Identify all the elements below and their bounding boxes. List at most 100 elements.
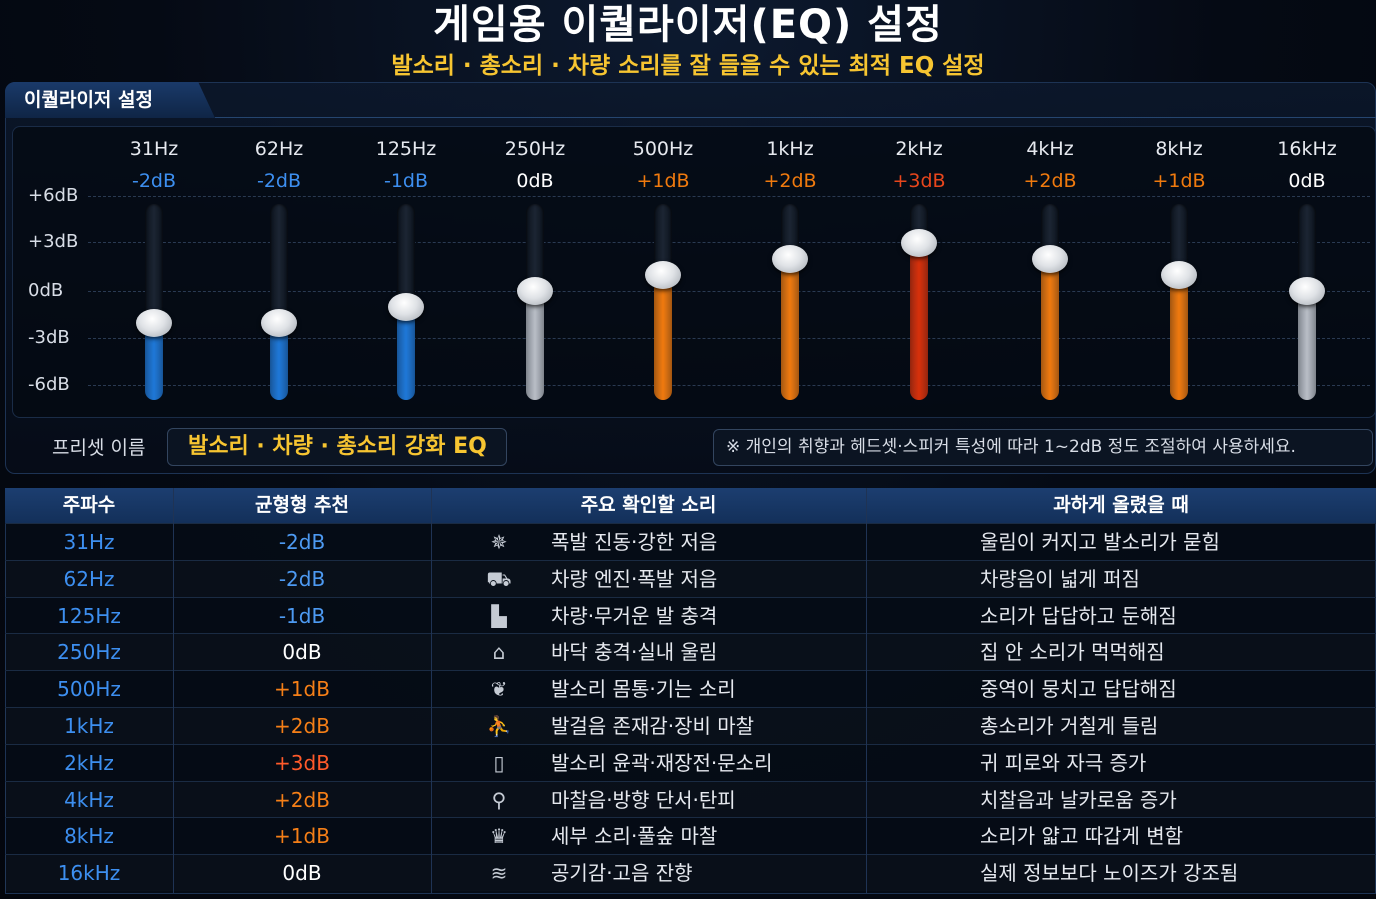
house-icon: ⌂ <box>492 640 506 665</box>
slider-knob[interactable] <box>901 229 937 257</box>
row-over-boost-effect: 차량음이 넓게 퍼짐 <box>980 566 1140 591</box>
row-recommended-gain: +1dB <box>274 677 330 702</box>
band-gain-label: +1dB <box>636 170 690 192</box>
walking-person-icon: ⛹ <box>486 714 512 738</box>
db-grid-line <box>88 291 1370 292</box>
row-frequency: 8kHz <box>64 824 114 849</box>
row-frequency: 2kHz <box>64 750 114 775</box>
preset-name-label: 프리셋 이름 <box>52 437 146 459</box>
table-row: 2kHz +3dB ▯ 발소리 윤곽·재장전·문소리 귀 피로와 자극 증가 <box>5 743 1376 781</box>
slider-knob[interactable] <box>1289 277 1325 305</box>
slider-fill <box>1298 291 1316 400</box>
row-key-sound: 마찰음·방향 단서·탄피 <box>551 787 736 812</box>
row-over-boost-effect: 소리가 답답하고 둔해짐 <box>980 603 1177 628</box>
row-key-sound: 공기감·고음 잔향 <box>551 861 693 886</box>
db-scale-label: +3dB <box>28 231 79 252</box>
db-scale-label: 0dB <box>28 280 64 301</box>
row-over-boost-effect: 집 안 소리가 먹먹해짐 <box>980 640 1165 665</box>
tab-underline <box>215 117 1376 118</box>
slider-knob[interactable] <box>772 245 808 273</box>
table-row: 1kHz +2dB ⛹ 발걸음 존재감·장비 마찰 총소리가 거칠게 들림 <box>5 707 1376 744</box>
band-frequency-label: 500Hz <box>632 138 694 160</box>
boot-icon: ▙ <box>491 603 507 628</box>
equalizer-panel-tab <box>5 82 215 118</box>
slider-knob[interactable] <box>645 261 681 289</box>
door-icon: ▯ <box>493 750 505 775</box>
db-grid-line <box>88 385 1370 386</box>
frequency-table <box>5 488 1376 894</box>
slider-knob[interactable] <box>517 277 553 305</box>
header-over-boost: 과하게 올렸을 때 <box>1053 494 1189 516</box>
band-gain-label: +2dB <box>763 170 817 192</box>
page-title: 게임용 이퀄라이저(EQ) 설정 <box>433 2 943 48</box>
row-over-boost-effect: 실제 정보보다 노이즈가 강조됨 <box>980 861 1239 886</box>
table-row: 500Hz +1dB ❦ 발소리 몸통·기는 소리 중역이 뭉치고 답답해짐 <box>5 670 1376 707</box>
band-gain-label: 0dB <box>516 170 554 192</box>
band-gain-label: -2dB <box>256 170 302 192</box>
db-scale-label: -3dB <box>28 327 70 348</box>
slider-knob[interactable] <box>261 309 297 337</box>
table-row: 31Hz -2dB ✵ 폭발 진동·강한 저음 울림이 커지고 발소리가 묻힘 <box>5 523 1376 560</box>
row-frequency: 250Hz <box>57 640 121 665</box>
slider-fill <box>781 259 799 400</box>
bullet-icon: ⚲ <box>491 787 507 812</box>
row-over-boost-effect: 귀 피로와 자극 증가 <box>980 750 1147 775</box>
eq-band-125hz: 125Hz -1dB <box>346 132 466 408</box>
grass-icon: ♛ <box>490 824 508 849</box>
band-frequency-label: 250Hz <box>504 138 566 160</box>
row-recommended-gain: -2dB <box>278 530 326 554</box>
row-key-sound: 발소리 윤곽·재장전·문소리 <box>551 750 773 775</box>
slider-knob[interactable] <box>388 293 424 321</box>
table-row: 62Hz -2dB ⛟ 차량 엔진·폭발 저음 차량음이 넓게 퍼짐 <box>5 559 1376 597</box>
eq-band-250hz: 250Hz 0dB <box>475 132 595 408</box>
slider-fill <box>1170 275 1188 400</box>
row-recommended-gain: +2dB <box>274 714 330 738</box>
row-frequency: 500Hz <box>57 677 121 702</box>
eq-band-8khz: 8kHz +1dB <box>1119 132 1239 408</box>
slider-fill <box>397 307 415 400</box>
row-over-boost-effect: 소리가 얇고 따갑게 변함 <box>980 824 1184 849</box>
wind-icon: ≋ <box>490 861 508 886</box>
band-frequency-label: 62Hz <box>254 138 304 160</box>
row-key-sound: 폭발 진동·강한 저음 <box>551 530 718 554</box>
db-grid-line <box>88 338 1370 339</box>
row-over-boost-effect: 치찰음과 날카로움 증가 <box>980 787 1177 812</box>
row-key-sound: 바닥 충격·실내 울림 <box>551 640 718 665</box>
band-frequency-label: 2kHz <box>895 138 943 160</box>
slider-fill <box>910 243 928 400</box>
table-row: 250Hz 0dB ⌂ 바닥 충격·실내 울림 집 안 소리가 먹먹해짐 <box>5 633 1376 670</box>
band-gain-label: +3dB <box>892 170 946 192</box>
row-recommended-gain: +1dB <box>274 824 330 849</box>
slider-knob[interactable] <box>136 309 172 337</box>
band-gain-label: +2dB <box>1023 170 1077 192</box>
band-frequency-label: 1kHz <box>766 138 814 160</box>
row-frequency: 1kHz <box>64 714 114 738</box>
eq-band-4khz: 4kHz +2dB <box>990 132 1110 408</box>
slider-fill <box>1041 259 1059 400</box>
row-frequency: 62Hz <box>63 566 115 591</box>
band-frequency-label: 16kHz <box>1277 138 1337 160</box>
slider-knob[interactable] <box>1161 261 1197 289</box>
band-gain-label: +1dB <box>1152 170 1206 192</box>
explosion-icon: ✵ <box>490 530 508 554</box>
row-recommended-gain: +2dB <box>274 787 330 812</box>
table-row: 16kHz 0dB ≋ 공기감·고음 잔향 실제 정보보다 노이즈가 강조됨 <box>5 854 1376 891</box>
slider-fill <box>526 291 544 400</box>
table-row: 125Hz -1dB ▙ 차량·무거운 발 충격 소리가 답답하고 둔해짐 <box>5 596 1376 634</box>
eq-band-62hz: 62Hz -2dB <box>219 132 339 408</box>
row-key-sound: 발소리 몸통·기는 소리 <box>551 677 736 702</box>
row-over-boost-effect: 울림이 커지고 발소리가 묻힘 <box>980 530 1220 554</box>
column-divider <box>866 488 867 894</box>
slider-knob[interactable] <box>1032 245 1068 273</box>
header-key-sounds: 주요 확인할 소리 <box>580 494 717 516</box>
slider-fill <box>145 323 163 400</box>
table-row: 4kHz +2dB ⚲ 마찰음·방향 단서·탄피 치찰음과 날카로움 증가 <box>5 780 1376 818</box>
row-recommended-gain: 0dB <box>282 640 322 665</box>
row-key-sound: 차량 엔진·폭발 저음 <box>551 566 718 591</box>
table-row: 8kHz +1dB ♛ 세부 소리·풀숲 마찰 소리가 얇고 따갑게 변함 <box>5 817 1376 854</box>
band-gain-label: -1dB <box>383 170 429 192</box>
eq-band-16khz: 16kHz 0dB <box>1247 132 1367 408</box>
db-grid-line <box>88 196 1370 197</box>
preset-name-field[interactable]: 발소리 · 차량 · 총소리 강화 EQ <box>167 428 507 466</box>
row-frequency: 4kHz <box>64 787 114 812</box>
